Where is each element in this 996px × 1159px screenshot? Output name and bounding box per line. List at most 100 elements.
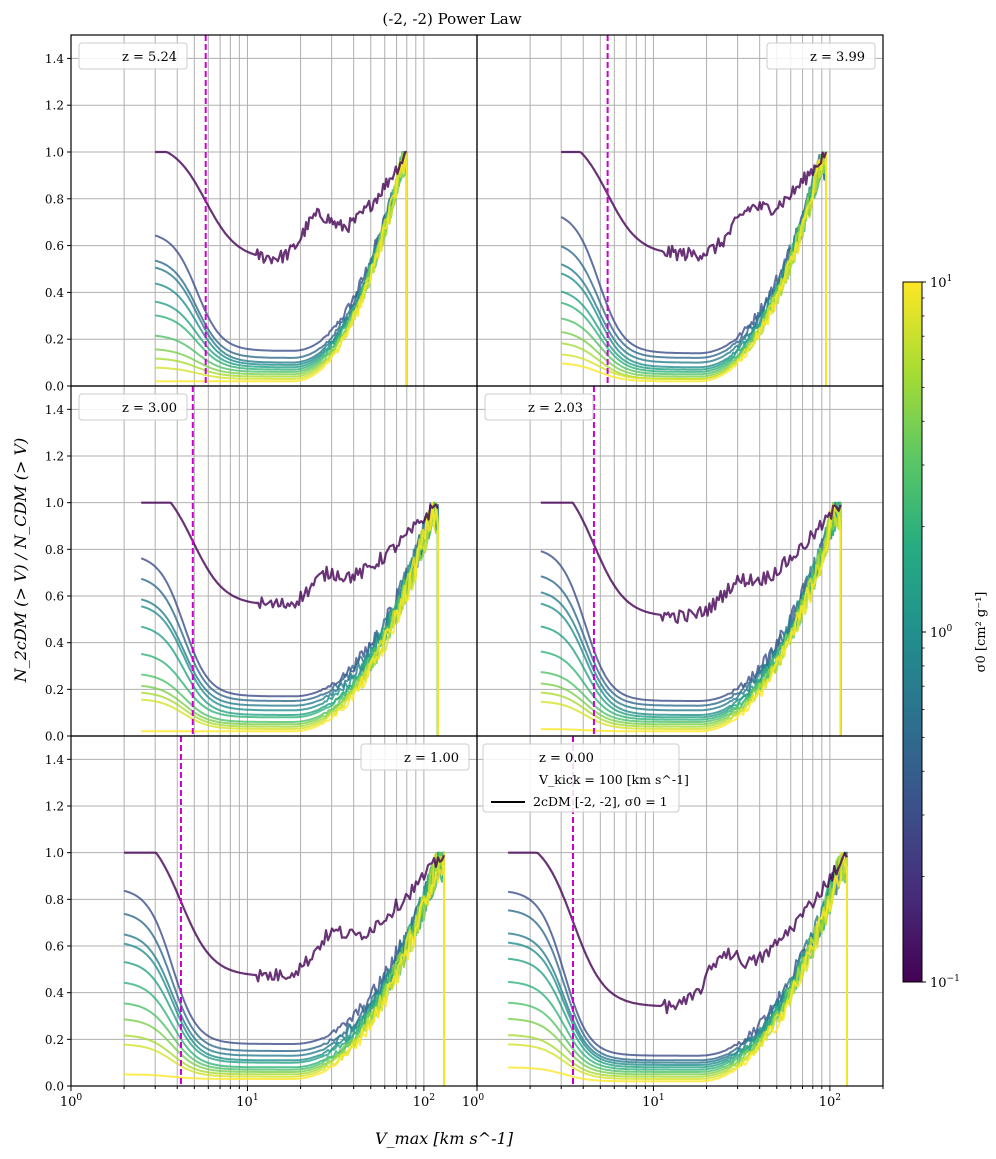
redshift-label: z = 3.00: [122, 401, 177, 416]
colorbar-label: σ0 [cm² g⁻¹]: [974, 592, 989, 673]
xtick-label-base: 10: [413, 1095, 430, 1110]
panel-3: 0.0 0.2 0.4 0.6 0.8 1.0 1.2 1.4 z = 3.00: [45, 385, 478, 744]
colorbar-tick-label-base: 10: [930, 626, 947, 641]
y-axis-label: N_2cDM (> V) / N_CDM (> V): [11, 438, 30, 684]
ytick-label: 1.0: [45, 146, 64, 160]
xtick-label: 101: [642, 1093, 664, 1110]
ytick-label: 0.2: [45, 333, 64, 347]
colorbar-tick-label-exp: −1: [947, 974, 960, 984]
ytick-label: 1.2: [45, 450, 64, 464]
ytick-label: 0.6: [45, 590, 64, 604]
legend-box: [482, 743, 680, 813]
panel-2: z = 3.99: [476, 34, 884, 387]
legend-extra: V_kick = 100 [km s^-1] 2cDM [-2, -2], σ0 …: [491, 772, 689, 809]
xtick-label: 102: [413, 1093, 435, 1110]
series-sigma-1.4: [140, 501, 439, 736]
xtick-label-base: 10: [642, 1095, 659, 1110]
series-sigma-1.4: [508, 851, 848, 1086]
series-sigma-7.5: [540, 503, 842, 736]
xtick-label-exp: 1: [253, 1093, 259, 1103]
curves: [560, 150, 828, 386]
legend-box: [78, 393, 188, 421]
series-sigma-10: [141, 501, 439, 736]
series-sigma-10: [124, 851, 445, 1086]
series-sigma-10: [561, 152, 827, 386]
colorbar-tick-label-exp: 0: [947, 624, 953, 634]
series-sigma-0.3: [540, 501, 842, 736]
legend-box: [766, 42, 876, 70]
ytick-label: 1.4: [45, 403, 64, 417]
series-sigma-0.1: [141, 501, 439, 609]
colorbar-tick-label: 10−1: [930, 974, 960, 991]
xtick-label-exp: 0: [478, 1093, 484, 1103]
colorbar-gradient: [902, 281, 923, 983]
ytick-label: 1.0: [45, 496, 64, 510]
ytick-label: 1.0: [45, 846, 64, 860]
series-sigma-0.3: [123, 851, 445, 1086]
panels-group: 0.0 0.2 0.4 0.6 0.8 1.0 1.2 1.4 z = 5.24 z = 3.99…: [45, 34, 884, 1110]
colorbar: 10−1 100 101 σ0 [cm² g⁻¹]: [902, 274, 989, 991]
legend-box: [360, 743, 470, 771]
colorbar-tick-label: 101: [930, 274, 952, 291]
curves: [140, 501, 439, 736]
legend-box: [78, 42, 188, 70]
redshift-label: z = 2.03: [528, 401, 583, 416]
series-sigma-10: [508, 851, 848, 1086]
xtick-label-base: 10: [60, 1095, 77, 1110]
redshift-label: z = 3.99: [810, 50, 865, 65]
grid: [71, 386, 477, 737]
ytick-label: 0.2: [45, 1033, 64, 1047]
ytick-label: 0.0: [45, 380, 64, 394]
ytick-label: 0.6: [45, 940, 64, 954]
series-sigma-4: [124, 851, 445, 1086]
xtick-label-exp: 0: [76, 1093, 82, 1103]
series-sigma-1.4: [560, 151, 827, 386]
ytick-label: 0.0: [45, 730, 64, 744]
series-sigma-4: [141, 503, 439, 736]
xtick-label: 102: [819, 1093, 841, 1110]
series-sigma-10: [540, 504, 842, 736]
series-sigma-0.1: [561, 150, 828, 262]
legend-line-label: 2cDM [-2, -2], σ0 = 1: [533, 794, 668, 809]
ytick-label: 0.8: [45, 192, 64, 206]
ytick-label: 1.2: [45, 99, 64, 113]
xtick-label-base: 10: [462, 1095, 479, 1110]
series-sigma-0.5: [560, 153, 827, 386]
curves: [154, 150, 408, 386]
series-sigma-10: [155, 151, 408, 386]
xtick-label-exp: 1: [659, 1093, 665, 1103]
panel-frame: [476, 735, 884, 1087]
series-sigma-0.3: [140, 502, 439, 736]
series-sigma-7.5: [155, 159, 408, 386]
series-sigma-0.1: [155, 150, 407, 265]
panel-4: z = 2.03: [476, 385, 884, 737]
ytick-label: 0.6: [45, 239, 64, 253]
xtick-label: 100: [60, 1093, 83, 1110]
redshift-label: z = 1.00: [404, 751, 459, 766]
legend-box: [484, 393, 594, 421]
xtick-label-base: 10: [236, 1095, 253, 1110]
series-sigma-0.3: [154, 162, 408, 386]
xtick-label-exp: 2: [429, 1093, 435, 1103]
curves: [540, 501, 842, 736]
series-sigma-2: [141, 504, 439, 736]
series-sigma-0.1: [540, 501, 842, 624]
series-sigma-7.5: [561, 151, 827, 386]
ytick-label: 0.2: [45, 683, 64, 697]
series-sigma-1.4: [540, 501, 842, 736]
x-axis-label: V_max [km s^-1]: [375, 1129, 514, 1148]
xtick-label: 100: [462, 1093, 485, 1110]
series-sigma-0.1: [508, 851, 849, 1015]
series-sigma-0.7: [560, 153, 827, 386]
series-sigma-7.5: [124, 851, 445, 1086]
series-sigma-2: [123, 859, 445, 1086]
ytick-label: 1.2: [45, 800, 64, 814]
figure-title: (-2, -2) Power Law: [382, 10, 521, 28]
grid: [71, 736, 477, 1087]
vkick-label: V_kick = 100 [km s^-1]: [538, 772, 689, 787]
ytick-label: 0.8: [45, 543, 64, 557]
ytick-label: 0.4: [45, 286, 64, 300]
grid: [71, 35, 477, 387]
